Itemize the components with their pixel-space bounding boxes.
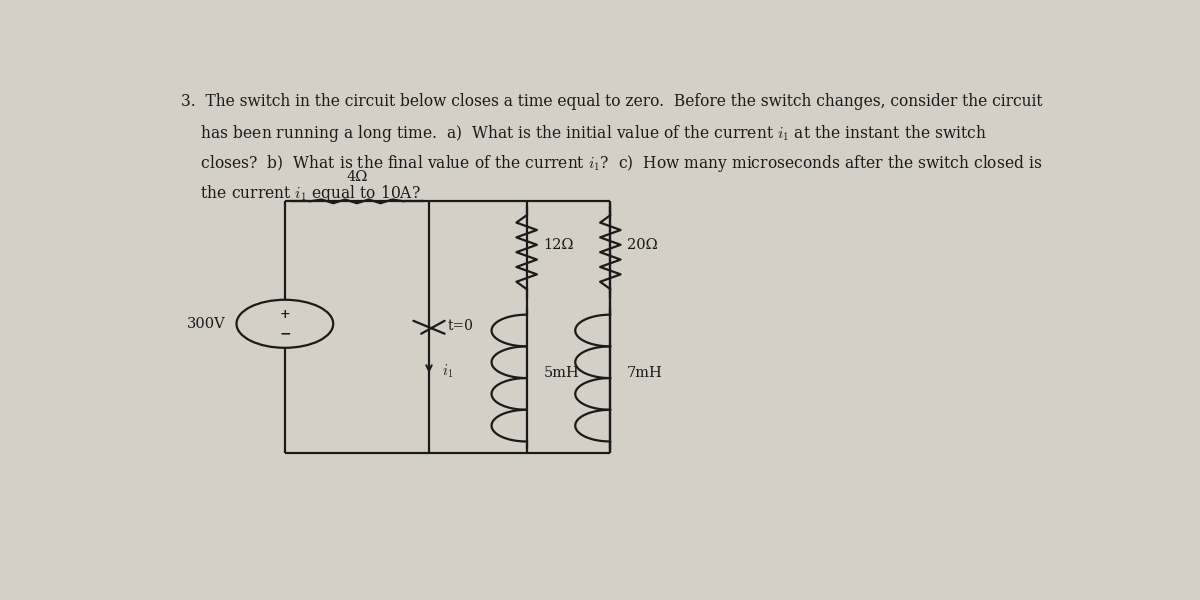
Text: 20Ω: 20Ω (628, 238, 658, 252)
Text: has been running a long time.  a)  What is the initial value of the current $i_1: has been running a long time. a) What is… (181, 123, 986, 144)
Text: −: − (280, 326, 290, 340)
Text: the current $i_1$ equal to 10A?: the current $i_1$ equal to 10A? (181, 183, 420, 204)
Text: 3.  The switch in the circuit below closes a time equal to zero.  Before the swi: 3. The switch in the circuit below close… (181, 93, 1042, 110)
Text: $i_1$: $i_1$ (442, 362, 454, 380)
Text: +: + (280, 308, 290, 321)
Text: 12Ω: 12Ω (544, 238, 574, 252)
Text: closes?  b)  What is the final value of the current $i_1$?  c)  How many microse: closes? b) What is the final value of th… (181, 153, 1042, 174)
Text: 7mH: 7mH (628, 367, 662, 380)
Text: t=0: t=0 (448, 319, 473, 333)
Text: 4Ω: 4Ω (347, 170, 367, 184)
Text: 5mH: 5mH (544, 367, 580, 380)
Text: 300V: 300V (186, 317, 226, 331)
